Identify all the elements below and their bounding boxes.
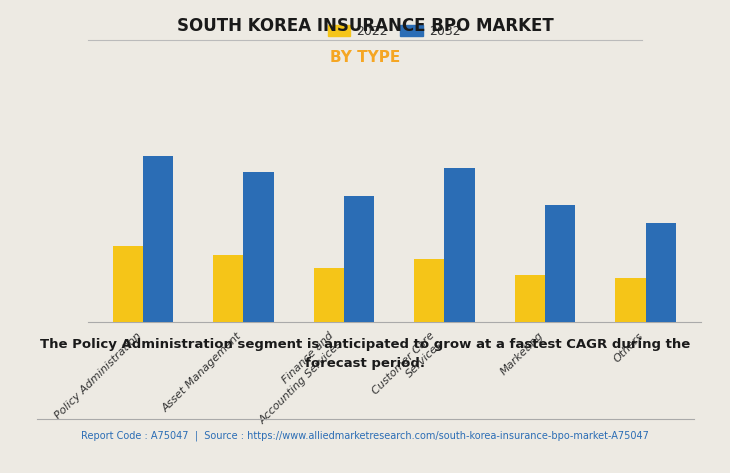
Bar xyxy=(615,279,645,322)
Bar xyxy=(143,156,173,322)
Bar xyxy=(314,268,344,322)
Text: Report Code : A75047  |  Source : https://www.alliedmarketresearch.com/south-kor: Report Code : A75047 | Source : https://… xyxy=(81,430,649,441)
Bar xyxy=(112,246,143,322)
Legend: 2022, 2032: 2022, 2032 xyxy=(324,21,464,42)
Bar xyxy=(344,195,374,322)
Text: BY TYPE: BY TYPE xyxy=(330,50,400,65)
Text: The Policy Administration segment is anticipated to grow at a fastest CAGR durin: The Policy Administration segment is ant… xyxy=(40,338,690,351)
Bar xyxy=(645,222,676,322)
Text: SOUTH KOREA INSURANCE BPO MARKET: SOUTH KOREA INSURANCE BPO MARKET xyxy=(177,17,553,35)
Bar xyxy=(243,172,274,322)
Bar xyxy=(213,255,243,322)
Bar xyxy=(515,275,545,322)
Bar xyxy=(445,168,474,322)
Bar xyxy=(415,259,445,322)
Text: forecast period.: forecast period. xyxy=(305,357,425,370)
Bar xyxy=(545,204,575,322)
